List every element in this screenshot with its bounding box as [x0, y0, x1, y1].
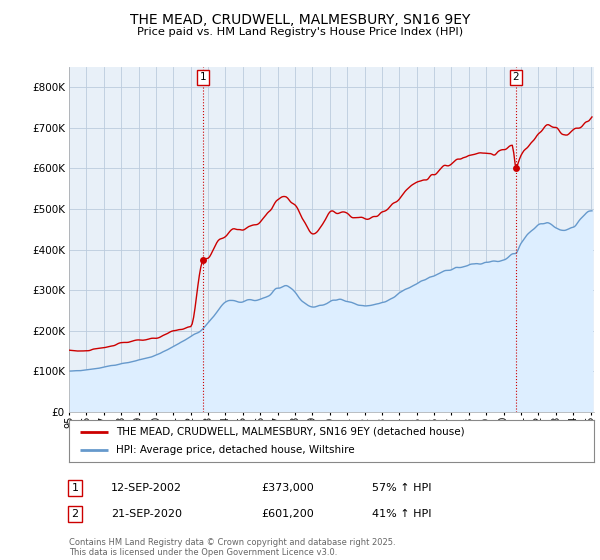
Text: Contains HM Land Registry data © Crown copyright and database right 2025.
This d: Contains HM Land Registry data © Crown c… — [69, 538, 395, 557]
Text: 1: 1 — [71, 483, 79, 493]
Text: HPI: Average price, detached house, Wiltshire: HPI: Average price, detached house, Wilt… — [116, 445, 355, 455]
Text: 57% ↑ HPI: 57% ↑ HPI — [372, 483, 431, 493]
Text: £373,000: £373,000 — [261, 483, 314, 493]
Text: Price paid vs. HM Land Registry's House Price Index (HPI): Price paid vs. HM Land Registry's House … — [137, 27, 463, 38]
Text: 12-SEP-2002: 12-SEP-2002 — [111, 483, 182, 493]
Text: THE MEAD, CRUDWELL, MALMESBURY, SN16 9EY: THE MEAD, CRUDWELL, MALMESBURY, SN16 9EY — [130, 13, 470, 27]
Text: £601,200: £601,200 — [261, 509, 314, 519]
Text: 2: 2 — [512, 72, 519, 82]
Text: 1: 1 — [200, 72, 206, 82]
Text: 2: 2 — [71, 509, 79, 519]
Text: 41% ↑ HPI: 41% ↑ HPI — [372, 509, 431, 519]
Text: THE MEAD, CRUDWELL, MALMESBURY, SN16 9EY (detached house): THE MEAD, CRUDWELL, MALMESBURY, SN16 9EY… — [116, 427, 465, 437]
Text: 21-SEP-2020: 21-SEP-2020 — [111, 509, 182, 519]
